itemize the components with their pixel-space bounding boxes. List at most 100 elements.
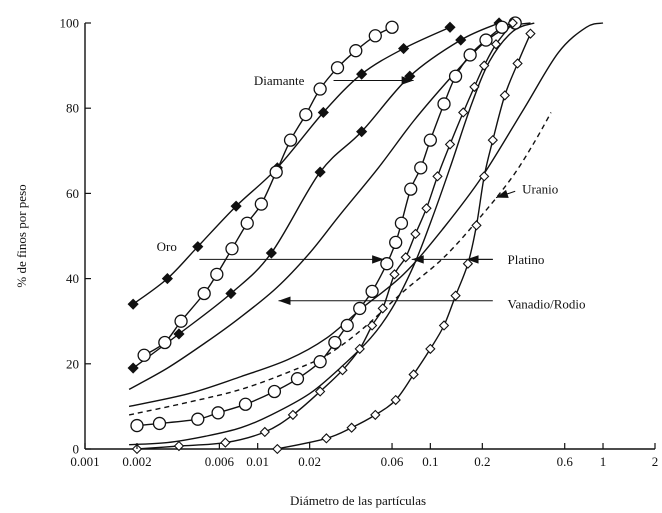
series-line-7 (128, 22, 531, 391)
data-point-circle (283, 133, 298, 147)
data-point-circle (130, 418, 144, 433)
data-point-circle (423, 133, 437, 147)
data-point-circle (495, 20, 509, 34)
data-point-circle (404, 182, 418, 196)
data-point-circle (238, 397, 253, 411)
data-point-filled-diamond (225, 287, 237, 300)
x-tick-label: 0.06 (381, 454, 404, 469)
data-point-filled-diamond (127, 298, 139, 310)
x-tick-label: 0.006 (205, 454, 235, 469)
data-point-open-diamond (259, 426, 270, 438)
data-point-circle (414, 161, 428, 175)
data-point-filled-diamond (314, 166, 326, 178)
series-line-10 (129, 22, 535, 446)
data-point-circle (313, 355, 327, 369)
data-point-circle (448, 69, 463, 83)
y-axis-label: % de finos por peso (14, 184, 29, 287)
data-point-circle (313, 82, 327, 96)
annotation-label: Platino (508, 252, 545, 267)
data-point-open-diamond (487, 134, 498, 146)
data-point-open-diamond (450, 290, 461, 301)
data-point-circle (191, 412, 205, 426)
data-point-open-diamond (425, 343, 436, 355)
annotation-label: Oro (157, 239, 177, 254)
x-tick-label: 0.01 (246, 454, 269, 469)
y-tick-label: 40 (66, 271, 79, 286)
data-point-open-diamond (525, 28, 536, 39)
data-point-open-diamond (400, 252, 411, 263)
data-point-circle (479, 33, 493, 47)
data-point-filled-diamond (161, 273, 173, 285)
data-point-open-diamond (173, 440, 185, 452)
data-point-open-diamond (389, 269, 400, 280)
y-tick-label: 100 (60, 16, 80, 31)
data-point-open-diamond (390, 394, 401, 406)
data-point-open-diamond (479, 171, 490, 182)
annotation-label: Diamante (254, 73, 305, 88)
data-point-circle (210, 267, 224, 281)
x-tick-label: 0.001 (70, 454, 99, 469)
y-tick-label: 80 (66, 101, 79, 116)
data-point-open-diamond (432, 171, 443, 182)
data-point-open-diamond (354, 343, 365, 355)
data-point-circle (328, 335, 342, 350)
data-point-open-diamond (272, 443, 283, 455)
data-point-circle (290, 372, 305, 386)
data-point-open-diamond (337, 365, 348, 376)
data-point-open-diamond (321, 433, 332, 444)
data-point-open-diamond (458, 107, 469, 118)
data-point-filled-diamond (356, 126, 368, 138)
annotation-arrow-head (278, 296, 291, 305)
markers (127, 16, 536, 455)
x-tick-label: 2 (652, 454, 659, 469)
data-point-circle (152, 416, 167, 431)
data-point-circle (269, 165, 283, 179)
x-tick-label: 0.1 (422, 454, 438, 469)
data-point-filled-diamond (192, 241, 204, 253)
x-tick-label: 0.002 (122, 454, 151, 469)
data-point-filled-diamond (230, 200, 242, 212)
series-line-9 (128, 112, 552, 416)
data-point-circle (394, 216, 409, 230)
data-point-filled-diamond (127, 362, 139, 374)
data-point-circle (385, 20, 399, 34)
data-point-open-diamond (469, 81, 480, 93)
data-point-filled-diamond (356, 68, 368, 80)
data-point-open-diamond (410, 228, 421, 240)
data-point-circle (197, 286, 211, 301)
data-point-circle (380, 257, 394, 271)
data-point-open-diamond (479, 60, 490, 71)
plot-frame (84, 23, 655, 450)
data-point-open-diamond (370, 409, 381, 421)
data-point-filled-diamond (265, 247, 277, 259)
data-point-circle (174, 314, 188, 328)
series-line-4 (136, 22, 516, 427)
curves (128, 22, 604, 450)
x-tick-label: 0.2 (474, 454, 490, 469)
data-point-open-diamond (377, 303, 388, 314)
data-point-circle (299, 107, 313, 122)
data-point-open-diamond (421, 203, 432, 214)
x-tick-label: 1 (600, 454, 607, 469)
ticks: 0.001 0.002 0.006 0.01 0.02 0.06 0.1 0.2 0.6 1 202… (60, 16, 659, 470)
data-point-open-diamond (346, 422, 357, 433)
x-tick-label: 0.02 (298, 454, 321, 469)
data-point-open-diamond (462, 258, 474, 269)
series-line-8 (128, 22, 604, 408)
data-point-open-diamond (366, 320, 378, 331)
annotation-arrow-head (495, 189, 509, 198)
data-point-open-diamond (287, 409, 299, 421)
data-point-circle (437, 97, 451, 111)
series-line-2 (132, 22, 500, 369)
data-point-filled-diamond (455, 34, 467, 46)
data-point-circle (158, 335, 172, 350)
data-point-open-diamond (408, 369, 419, 380)
data-point-circle (211, 406, 225, 420)
data-point-circle (330, 61, 345, 75)
data-point-circle (349, 44, 363, 58)
annotation-label: Vanadio/Rodio (508, 297, 586, 312)
data-point-circle (254, 197, 268, 211)
data-point-open-diamond (512, 58, 523, 69)
x-tick-label: 0.6 (557, 454, 574, 469)
